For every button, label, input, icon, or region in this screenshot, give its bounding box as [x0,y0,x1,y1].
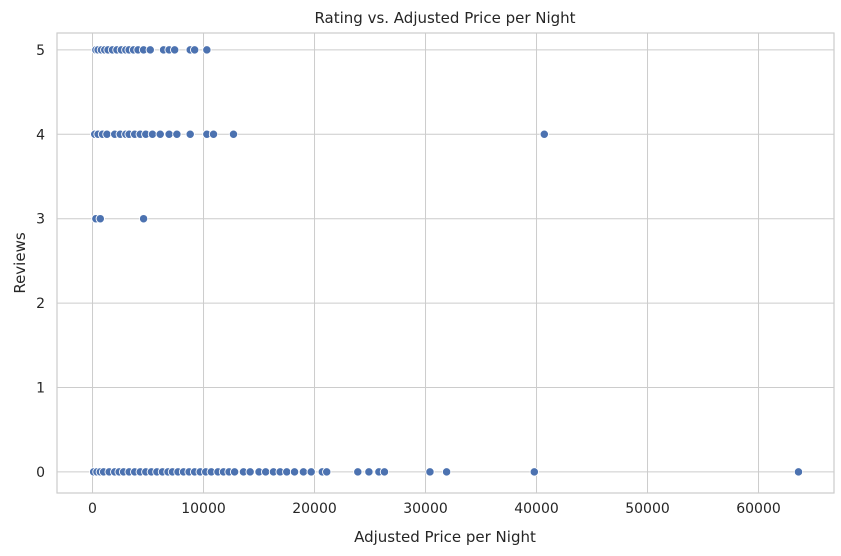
x-axis-label: Adjusted Price per Night [354,528,536,546]
data-point [164,129,174,139]
data-point [202,45,212,55]
data-point [282,467,292,477]
data-point [306,467,316,477]
data-point [364,467,374,477]
y-tick-label: 1 [36,380,45,396]
x-tick-label: 50000 [625,501,670,517]
data-point [102,129,112,139]
data-point [147,129,158,139]
data-point [379,467,390,477]
data-point [172,129,182,139]
x-tick-label: 10000 [181,501,226,517]
data-point [208,129,219,139]
x-tick-label: 60000 [736,501,781,517]
data-point [529,467,539,477]
x-tick-label: 30000 [403,501,448,517]
data-point [229,467,240,477]
data-point [138,214,149,224]
data-point [228,129,239,139]
x-tick-label: 0 [88,501,97,517]
x-tick-label: 40000 [514,501,559,517]
data-point [245,467,255,477]
y-tick-label: 4 [36,127,45,143]
data-point [261,467,271,477]
y-tick-label: 2 [36,296,45,312]
data-point [189,45,200,55]
data-point [298,467,309,477]
y-tick-label: 5 [36,43,45,59]
data-points [88,45,804,477]
data-point [145,45,155,55]
data-point [353,467,363,477]
data-point [539,129,549,139]
y-tick-labels: 0 1 2 3 4 5 [36,43,45,481]
y-tick-label: 0 [36,465,45,481]
data-point [185,129,195,139]
x-tick-label: 20000 [292,501,337,517]
data-point [793,467,804,477]
plot-frame [56,32,835,494]
x-tick-labels: 0 10000 20000 30000 40000 50000 60000 [88,501,781,517]
data-point [441,467,452,477]
data-point [322,467,332,477]
y-axis-label: Reviews [11,232,29,294]
data-point [170,45,180,55]
data-point [95,214,105,224]
chart-title: Rating vs. Adjusted Price per Night [314,9,575,27]
data-point [155,129,165,139]
data-point [289,467,300,477]
data-point [425,467,435,477]
y-tick-label: 3 [36,212,45,228]
